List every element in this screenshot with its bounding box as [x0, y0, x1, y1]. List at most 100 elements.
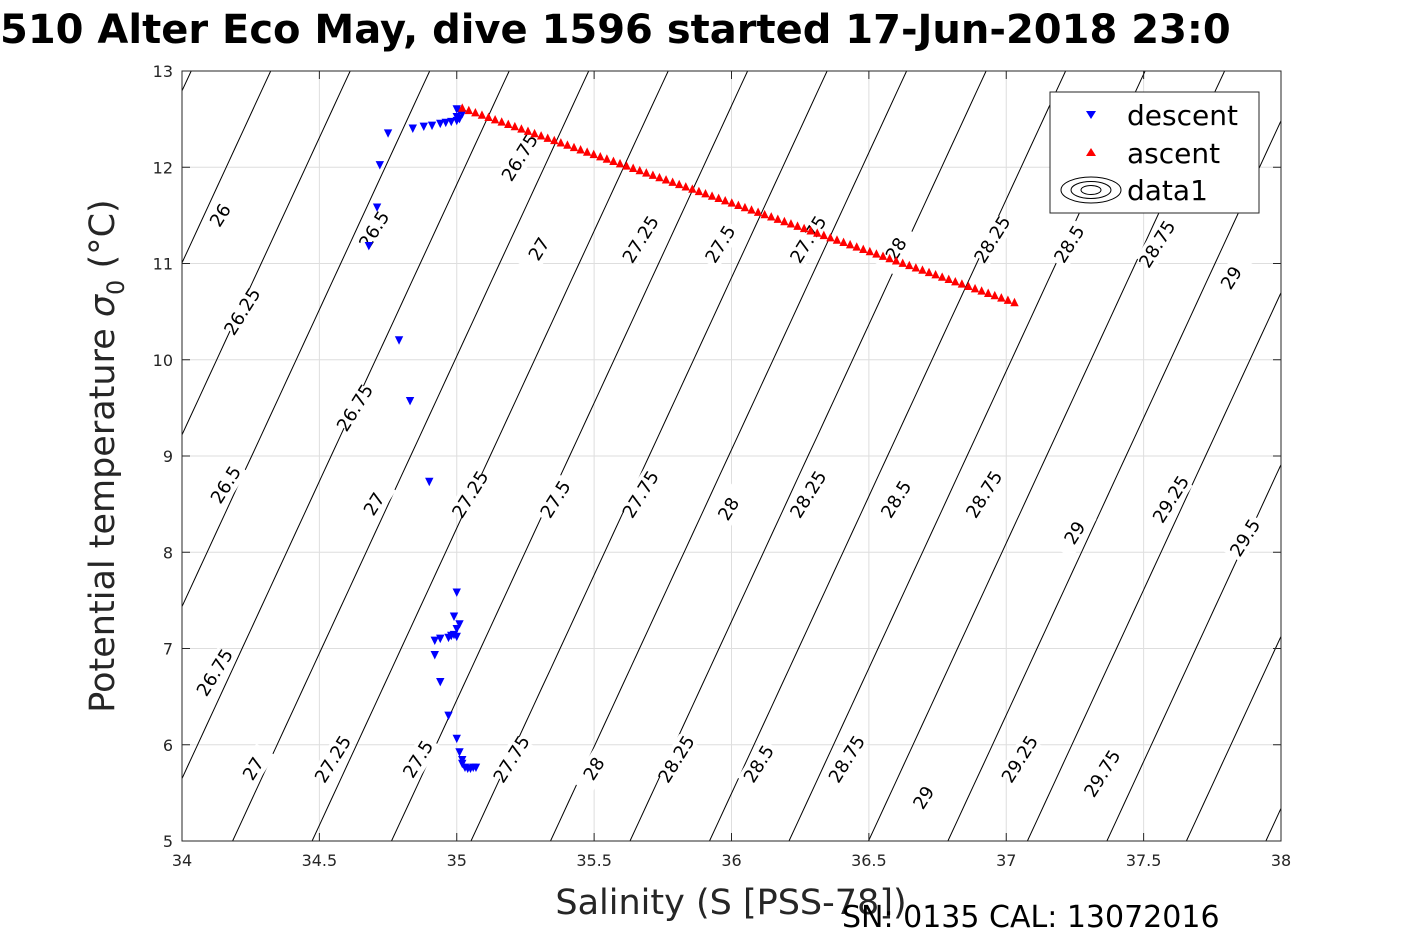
y-tick-label: 8	[163, 543, 173, 562]
ascent-point	[780, 216, 789, 226]
ascent-point	[878, 251, 888, 260]
descent-point	[452, 632, 461, 642]
ascent-point	[707, 191, 717, 200]
ascent-point	[635, 165, 644, 175]
ascent-point	[753, 207, 763, 216]
contour-label-bg	[448, 469, 493, 520]
instrument-caption: SN: 0135 CAL: 13072016	[842, 900, 1220, 935]
legend-data1-contour-icon	[1060, 176, 1122, 204]
legend-descent-marker	[1086, 111, 1096, 119]
ascent-point	[872, 249, 881, 258]
descent-point	[427, 121, 437, 131]
ascent-point	[793, 221, 802, 230]
contour-label-bg	[1053, 507, 1097, 559]
contour-label-bg	[970, 214, 1015, 265]
descent-point	[405, 396, 415, 406]
ascent-point	[530, 128, 539, 138]
ascent-point	[786, 219, 796, 228]
ascent-point	[648, 170, 658, 179]
legend[interactable]: descent ascent data1	[1049, 91, 1260, 214]
ascent-point	[839, 237, 848, 247]
contour-label-bg	[311, 733, 355, 785]
ascent-point	[576, 145, 585, 154]
y-tick-label: 9	[163, 447, 173, 466]
density-isoline	[1265, 807, 1281, 841]
density-isoline	[311, 71, 669, 841]
descent-point	[419, 122, 428, 132]
ascent-point	[813, 228, 822, 237]
ascent-point	[674, 179, 684, 189]
contour-label-bg	[619, 469, 663, 520]
x-tick-label: 35	[447, 851, 467, 870]
contour-label-bg	[737, 738, 781, 790]
chart-title: 510 Alter Eco May, dive 1596 started 17-…	[0, 7, 1231, 53]
x-tick-label: 38	[1271, 851, 1291, 870]
x-tick-label: 35.5	[576, 851, 612, 870]
ascent-point	[543, 133, 552, 142]
descent-point	[430, 651, 439, 660]
y-tick-label: 10	[153, 351, 173, 370]
ascent-point	[944, 274, 953, 284]
ascent-point	[661, 175, 671, 184]
contour-label-bg	[619, 214, 663, 265]
y-tick-label: 6	[163, 736, 173, 755]
ascent-point	[510, 121, 520, 131]
ascent-point	[898, 258, 907, 267]
y-axis-label-subscript: 0	[102, 280, 130, 295]
density-isoline	[550, 71, 908, 841]
descent-point	[471, 763, 481, 773]
y-axis-label-unit: (°C)	[83, 199, 123, 279]
ascent-point	[655, 172, 664, 182]
contour-label-bg	[352, 478, 396, 530]
contour-label-bg	[874, 473, 918, 525]
descent-point	[383, 129, 393, 138]
density-isoline	[709, 71, 1067, 841]
contour-label-bg	[231, 743, 275, 795]
ascent-point	[497, 117, 506, 126]
y-axis-label: Potential temperature σ0 (°C)	[83, 199, 130, 712]
ascent-point	[602, 154, 612, 163]
ascent-point	[714, 193, 723, 203]
contour-label-bg	[825, 733, 869, 785]
ascent-point	[852, 242, 861, 251]
descent-point	[394, 336, 404, 345]
ascent-point	[983, 288, 993, 297]
ascent-point	[550, 135, 559, 145]
axis-ticks: 34 34.5 35 35.5 36 36.5 37 37.5 38 5 6 7 8 9 10 11 12 13	[153, 62, 1292, 870]
ascent-point	[734, 200, 743, 209]
descent-point	[458, 110, 467, 119]
data-markers	[364, 103, 1019, 774]
contour-label-bg	[707, 483, 751, 535]
x-tick-label: 34	[172, 851, 192, 870]
contour-label-bg	[874, 223, 918, 275]
ascent-point	[523, 126, 533, 135]
contour-label-bg	[998, 733, 1042, 785]
density-contours	[182, 71, 1417, 841]
ascent-point	[799, 223, 809, 233]
ascent-point	[957, 279, 967, 288]
ascent-point	[951, 276, 960, 286]
ascent-point	[977, 286, 986, 295]
ascent-point	[924, 267, 934, 277]
descent-point	[436, 119, 445, 129]
descent-point	[375, 161, 385, 170]
density-isoline	[182, 71, 351, 437]
ascent-point	[806, 226, 815, 235]
density-isoline	[1345, 71, 1417, 841]
ascent-point	[609, 156, 618, 166]
ascent-point	[760, 209, 769, 219]
descent-point	[452, 588, 461, 597]
contour-label-bg	[1047, 218, 1091, 270]
y-axis-label-main: Potential temperature	[83, 317, 123, 713]
contour-label-bg	[786, 469, 830, 520]
contour-label-bg	[204, 459, 248, 511]
ascent-point	[905, 260, 914, 270]
ascent-point	[859, 244, 868, 253]
ascent-point	[517, 124, 526, 133]
ascent-point	[1010, 297, 1019, 307]
ascent-point	[504, 119, 513, 128]
ascent-point	[681, 182, 690, 191]
y-tick-label: 11	[153, 255, 173, 274]
density-isoline	[470, 71, 828, 841]
descent-point	[425, 477, 434, 487]
